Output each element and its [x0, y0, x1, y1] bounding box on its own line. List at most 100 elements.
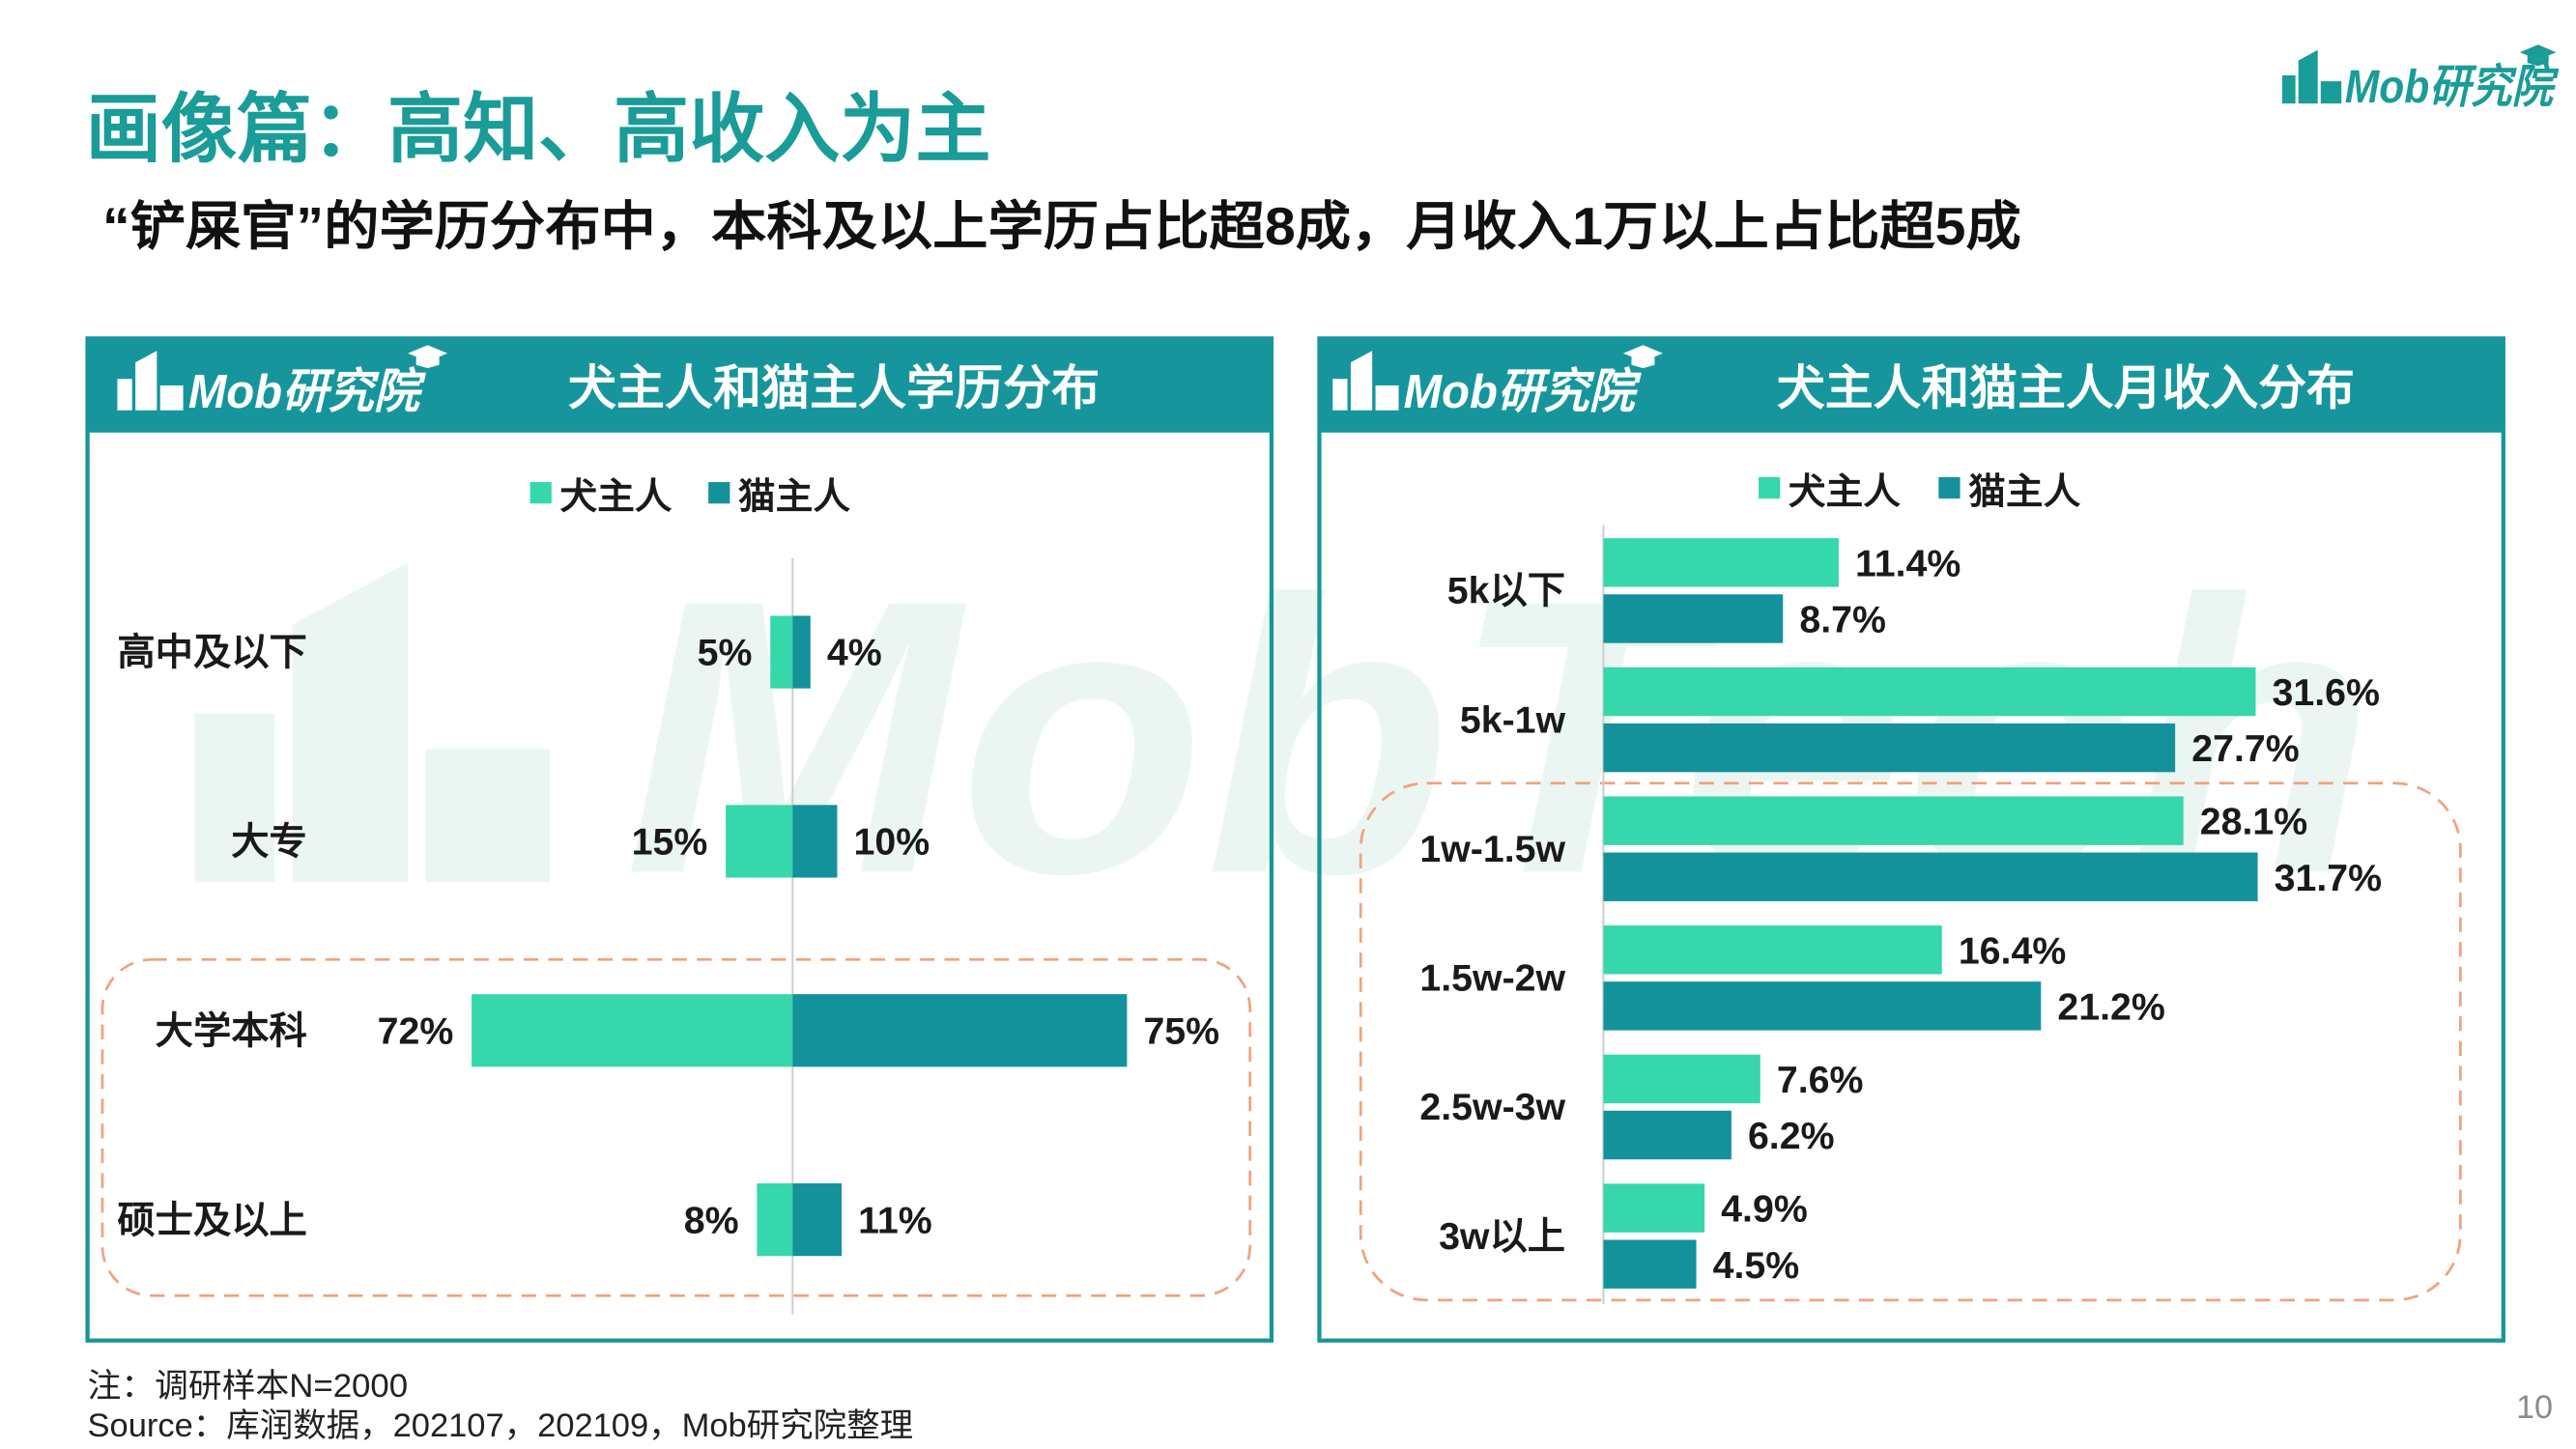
panel-header-bar [1319, 338, 2504, 433]
value-number: 31.6 [2273, 671, 2346, 714]
value-unit: % [1774, 1188, 1808, 1231]
value-label-dog-owner: 16.4% [1959, 929, 2066, 972]
value-number: 28.1 [2200, 801, 2274, 843]
brand-logo: Mob研究院 [2281, 44, 2560, 113]
bar-cat-owner [792, 1183, 843, 1257]
value-label-dog-owner: 11.4% [1855, 542, 1961, 584]
value-unit: % [2346, 671, 2380, 714]
category-label: 2.5w-3w [1419, 1086, 1565, 1128]
value-number: 31.7 [2275, 857, 2348, 899]
panel-title: 犬主人和猫主人学历分布 [568, 361, 1100, 415]
value-unit: % [673, 821, 707, 864]
value-label-cat-owner: 4.5% [1713, 1244, 1800, 1287]
category-label: 5k-1w [1460, 698, 1566, 741]
value-unit: % [1927, 542, 1961, 584]
panel-logo-text: Mob研究院 [188, 364, 426, 418]
bar-cat-owner [1603, 981, 2042, 1031]
value-unit: % [1852, 599, 1886, 641]
bar-dog-owner [1603, 1183, 1705, 1233]
building-logo-icon [2281, 49, 2342, 104]
value-unit: % [1829, 1059, 1863, 1101]
value-label-dog-owner: 5% [698, 632, 753, 674]
value-unit: % [1801, 1115, 1835, 1157]
value-label-cat-owner: 75% [1143, 1009, 1219, 1052]
bar-cat-owner [1603, 1239, 1697, 1289]
footnote-source: Source：库润数据，202107，202109，Mob研究院整理 [88, 1407, 913, 1444]
bar-dog-owner [472, 994, 793, 1067]
panel-logo: Mob研究院 [1332, 345, 1663, 418]
legend-swatch-dog-owner [1759, 476, 1781, 499]
brand-logo-text: Mob研究院 [2345, 62, 2560, 113]
value-label-cat-owner: 10% [854, 821, 930, 864]
bar-dog-owner [1603, 667, 2256, 717]
bar-dog-owner [757, 1183, 793, 1257]
page-subtitle: “铲屎官”的学历分布中，本科及以上学历占比超8成，月收入1万以上占比超5成 [102, 196, 2021, 256]
category-label: 大学本科 [156, 1009, 307, 1052]
chart-legend: 犬主人 猫主人 [1759, 470, 2081, 511]
education-panel: Mob研究院 犬主人和猫主人学历分布 犬主人 猫主人 高中及以下 5% 4%大专 15… [85, 336, 1274, 1343]
value-label-dog-owner: 8% [684, 1199, 739, 1241]
panel-logo-text: Mob研究院 [1404, 364, 1642, 418]
value-number: 15 [632, 821, 674, 864]
income-panel: Mob研究院 犬主人和猫主人月收入分布 犬主人 猫主人 5k以下 11.4% 8.7… [1317, 336, 2505, 1343]
value-unit: % [1186, 1009, 1219, 1052]
panel-title: 犬主人和猫主人月收入分布 [1777, 361, 2355, 415]
bar-cat-owner [1603, 723, 2176, 773]
category-label: 1.5w-2w [1419, 957, 1565, 1000]
legend-label-dog-owner: 犬主人 [1789, 470, 1902, 511]
category-label: 硕士及以上 [117, 1199, 306, 1241]
legend-label-cat-owner: 猫主人 [738, 475, 851, 516]
value-number: 27.7 [2191, 727, 2265, 770]
legend-label-dog-owner: 犬主人 [559, 475, 673, 516]
value-unit: % [2132, 985, 2165, 1028]
page-number: 10 [2516, 1389, 2553, 1426]
value-number: 72 [378, 1009, 420, 1052]
bar-cat-owner [792, 615, 811, 689]
value-number: 4.9 [1721, 1188, 1774, 1231]
value-label-dog-owner: 7.6% [1777, 1059, 1864, 1101]
legend-swatch-dog-owner [530, 482, 552, 504]
value-number: 75 [1143, 1009, 1186, 1052]
highlight-box [1359, 781, 2462, 1302]
education-bar-chart: 高中及以下 5% 4%大专 15% 10%大学本科 72% 75%硕士及以上 8% 11% [100, 557, 1252, 1315]
value-label-cat-owner: 8.7% [1799, 599, 1886, 641]
value-number: 4.5 [1713, 1244, 1766, 1287]
value-label-dog-owner: 4.9% [1721, 1188, 1808, 1231]
bar-dog-owner [1603, 538, 1839, 587]
category-label: 5k以下 [1447, 570, 1565, 612]
value-label-cat-owner: 11% [858, 1199, 932, 1241]
value-unit: % [899, 1199, 932, 1241]
value-number: 21.2 [2057, 985, 2131, 1028]
category-label: 3w以上 [1439, 1215, 1565, 1258]
value-label-cat-owner: 21.2% [2057, 985, 2164, 1028]
value-unit: % [896, 821, 930, 864]
value-number: 4 [827, 632, 848, 674]
bar-cat-owner [1603, 594, 1784, 643]
bar-cat-owner [792, 994, 1128, 1067]
value-unit: % [848, 632, 882, 674]
value-number: 7.6 [1777, 1059, 1830, 1101]
value-label-cat-owner: 4% [827, 632, 882, 674]
bar-dog-owner [1603, 1054, 1760, 1104]
value-label-cat-owner: 6.2% [1748, 1115, 1835, 1157]
value-unit: % [2032, 929, 2066, 972]
value-unit: % [2266, 727, 2300, 770]
footnote-sample: 注：调研样本N=2000 [88, 1368, 409, 1405]
value-label-cat-owner: 27.7% [2191, 727, 2299, 770]
value-unit: % [705, 1199, 739, 1241]
bar-cat-owner [792, 805, 838, 878]
category-label: 高中及以下 [117, 632, 306, 674]
panel-header-bar [87, 338, 1272, 433]
page-title: 画像篇：高知、高收入为主 [86, 87, 991, 172]
bar-cat-owner [1603, 1110, 1732, 1160]
chart-legend: 犬主人 猫主人 [530, 475, 851, 516]
category-label: 1w-1.5w [1419, 828, 1565, 870]
value-number: 5 [698, 632, 719, 674]
value-label-cat-owner: 31.7% [2275, 857, 2382, 899]
bar-dog-owner [1603, 796, 2184, 845]
value-unit: % [2274, 801, 2307, 843]
value-label-dog-owner: 72% [378, 1009, 454, 1052]
value-label-dog-owner: 15% [632, 821, 708, 864]
category-label: 大专 [231, 821, 307, 864]
value-number: 6.2 [1748, 1115, 1801, 1157]
